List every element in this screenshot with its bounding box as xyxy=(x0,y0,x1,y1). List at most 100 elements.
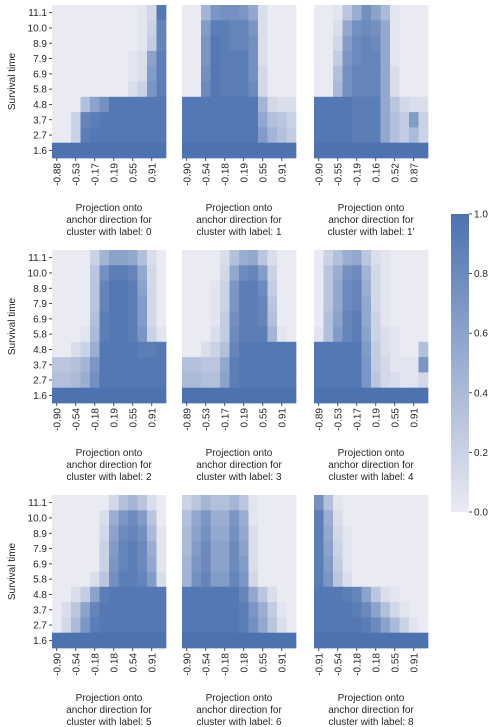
heatmap-cell xyxy=(248,586,259,603)
heatmap-cell xyxy=(71,142,81,159)
heatmap-cell xyxy=(390,495,400,511)
heatmap-cell xyxy=(248,495,259,511)
heatmap-cell xyxy=(201,50,211,67)
heatmap-cell xyxy=(128,250,138,266)
heatmap-cell xyxy=(286,510,297,526)
y-tick-label: 1.6 xyxy=(33,146,47,157)
y-tick-label: 4.8 xyxy=(33,590,47,601)
heatmap-cell xyxy=(147,357,157,373)
heatmap-cell xyxy=(361,556,372,572)
heatmap-cell xyxy=(220,142,230,159)
heatmap-cell xyxy=(61,510,72,526)
heatmap-cell xyxy=(182,586,192,603)
heatmap-cell xyxy=(248,525,259,542)
heatmap-cell xyxy=(323,50,334,67)
heatmap-cell xyxy=(239,326,249,343)
heatmap-cell xyxy=(118,341,129,358)
heatmap-cell xyxy=(156,326,167,343)
x-axis-label: cluster with label: 1' xyxy=(328,227,415,238)
heatmap-cell xyxy=(258,5,268,21)
heatmap-cell xyxy=(333,632,343,649)
heatmap-cell xyxy=(210,50,221,67)
heatmap-cell xyxy=(352,571,362,588)
x-axis-label: Projection onto xyxy=(206,203,273,214)
y-tick-label: 3.7 xyxy=(33,360,47,371)
y-axis-label: Survival time xyxy=(7,297,18,355)
x-tick-label: -0.90 xyxy=(182,653,193,676)
heatmap-cell xyxy=(191,5,202,21)
heatmap-cell xyxy=(390,50,400,67)
heatmap-cell xyxy=(418,142,429,159)
x-tick-label: 0.19 xyxy=(371,408,382,428)
heatmap-cell xyxy=(323,280,334,297)
heatmap-cell xyxy=(210,250,221,266)
heatmap-cell xyxy=(71,127,81,144)
heatmap-cell xyxy=(147,571,157,588)
heatmap-cell xyxy=(61,357,72,373)
heatmap-cell xyxy=(258,295,268,312)
heatmap-cell xyxy=(239,540,249,557)
heatmap-cell xyxy=(182,112,192,128)
heatmap-cell xyxy=(323,602,334,618)
heatmap-cell xyxy=(239,372,249,389)
colorbar-tick-label: 0.6 xyxy=(474,329,488,340)
heatmap-cell xyxy=(191,372,202,389)
heatmap-cell xyxy=(90,341,100,358)
heatmap-cell xyxy=(323,571,334,588)
heatmap-cell xyxy=(90,280,100,297)
heatmap-cell xyxy=(239,495,249,511)
heatmap-cell xyxy=(258,127,268,144)
heatmap-cell xyxy=(352,617,362,634)
heatmap-cell xyxy=(99,556,110,572)
heatmap-cell xyxy=(201,510,211,526)
heatmap-cell xyxy=(380,35,391,52)
heatmap-cell xyxy=(352,5,362,21)
heatmap-cell xyxy=(380,556,391,572)
heatmap-cell xyxy=(137,280,148,297)
heatmap-cell xyxy=(201,20,211,36)
heatmap-cell xyxy=(201,617,211,634)
heatmap-cell xyxy=(182,127,192,144)
heatmap-cell xyxy=(201,586,211,603)
x-axis-label: anchor direction for xyxy=(328,215,414,226)
heatmap-cell xyxy=(248,50,259,67)
heatmap-cell xyxy=(314,265,324,281)
heatmap-cell xyxy=(380,571,391,588)
x-tick-label: 0.91 xyxy=(277,163,288,183)
heatmap-cell xyxy=(61,617,72,634)
heatmap-cell xyxy=(71,387,81,404)
heatmap-cell xyxy=(399,96,410,113)
heatmap-cell xyxy=(137,571,148,588)
heatmap-cell xyxy=(371,326,381,343)
heatmap-cell xyxy=(99,510,110,526)
heatmap-cell xyxy=(352,66,362,82)
heatmap-cell xyxy=(182,525,192,542)
heatmap-cell xyxy=(80,20,91,36)
heatmap-cell xyxy=(80,265,91,281)
heatmap-cell xyxy=(52,142,62,159)
heatmap-cell xyxy=(191,142,202,159)
x-tick-label: 0.55 xyxy=(258,163,269,183)
heatmap-cell xyxy=(323,510,334,526)
heatmap-cell xyxy=(409,586,419,603)
heatmap-cell xyxy=(90,495,100,511)
heatmap-cell xyxy=(277,571,287,588)
heatmap-cell xyxy=(191,311,202,327)
heatmap-cell xyxy=(90,556,100,572)
heatmap-cell xyxy=(409,617,419,634)
heatmap-cell xyxy=(118,96,129,113)
heatmap-cell xyxy=(418,112,429,128)
heatmap-cell xyxy=(210,311,221,327)
heatmap-cell xyxy=(258,510,268,526)
heatmap-cell xyxy=(210,540,221,557)
heatmap-cell xyxy=(229,571,240,588)
heatmap-cell xyxy=(52,250,62,266)
heatmap-cell xyxy=(323,311,334,327)
y-tick-label: 7.9 xyxy=(33,544,47,555)
x-tick-label: 0.55 xyxy=(390,653,401,673)
heatmap-cell xyxy=(99,525,110,542)
heatmap-cell xyxy=(147,66,157,82)
y-tick-label: 2.7 xyxy=(33,131,47,142)
x-axis-label: Projection onto xyxy=(76,693,143,704)
heatmap-cell xyxy=(210,142,221,159)
